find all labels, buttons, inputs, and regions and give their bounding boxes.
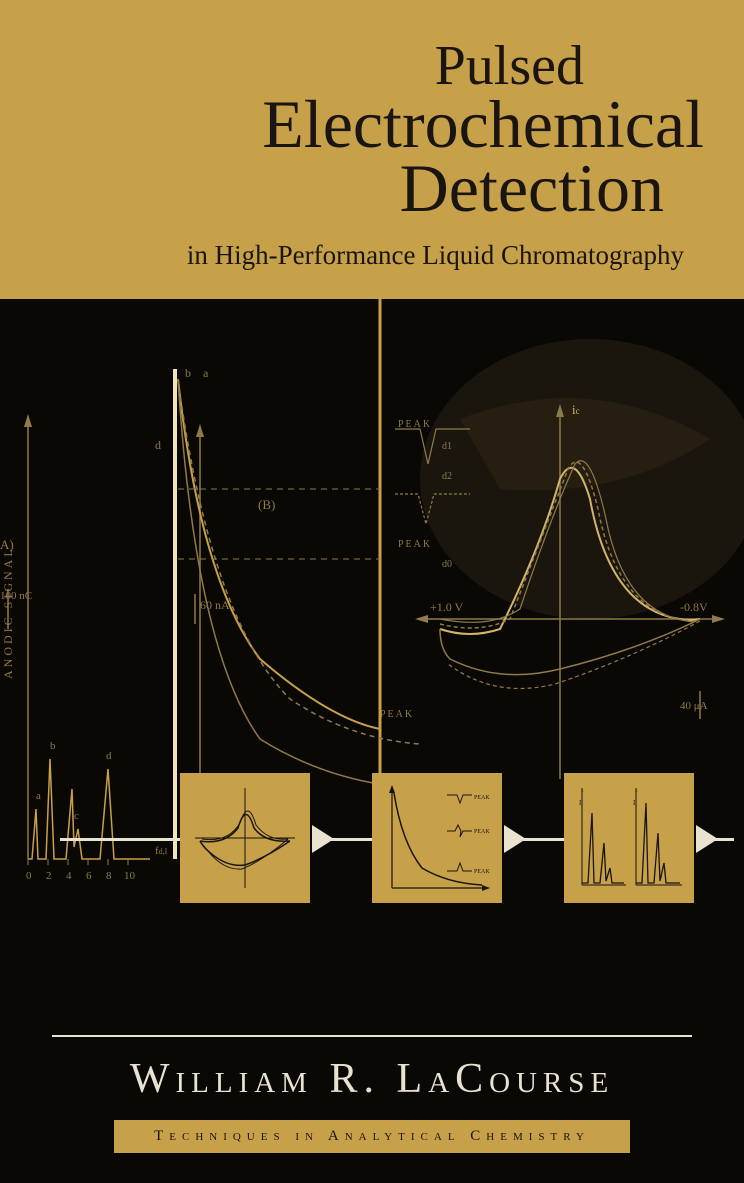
- svg-text:+1.0 V: +1.0 V: [430, 600, 464, 614]
- rule-line: [52, 1035, 692, 1037]
- svg-text:(B): (B): [258, 497, 275, 512]
- svg-text:PEAK: PEAK: [474, 869, 490, 875]
- svg-text:A): A): [0, 537, 14, 552]
- thumb-cv: [180, 773, 310, 903]
- flow-line: [504, 838, 564, 841]
- series-label: Techniques in Analytical Chemistry: [114, 1120, 630, 1153]
- svg-text:↑: ↑: [634, 787, 639, 797]
- thumb-chromatogram: ↑ I ↑ I: [564, 773, 694, 903]
- svg-text:40 μA: 40 μA: [680, 700, 708, 712]
- subtitle: in High-Performance Liquid Chromatograph…: [40, 240, 704, 271]
- author-block: William R. LaCourse: [0, 1035, 744, 1103]
- series-block: Techniques in Analytical Chemistry: [0, 1120, 744, 1153]
- svg-text:PEAK: PEAK: [398, 419, 432, 430]
- svg-text:a: a: [203, 366, 209, 380]
- title-word-2: Electrochemical: [40, 90, 704, 158]
- svg-text:b: b: [185, 366, 191, 380]
- flow-line: [696, 838, 734, 841]
- svg-text:-0.8V: -0.8V: [680, 600, 708, 614]
- svg-text:PEAK: PEAK: [398, 539, 432, 550]
- svg-text:60 nA: 60 nA: [200, 598, 230, 612]
- svg-text:b: b: [50, 740, 56, 752]
- title-word-3: Detection: [40, 154, 704, 222]
- svg-text:d2: d2: [442, 471, 452, 482]
- svg-text:PEAK: PEAK: [474, 795, 490, 801]
- flow-line: [312, 838, 372, 841]
- book-cover: Pulsed Electrochemical Detection in High…: [0, 0, 744, 1183]
- author-name: William R. LaCourse: [0, 1055, 744, 1103]
- thumbnail-flow: PEAK PEAK PEAK ↑ I ↑ I: [0, 773, 744, 923]
- svg-text:d0: d0: [442, 559, 452, 570]
- svg-text:d1: d1: [442, 441, 452, 452]
- svg-text:d: d: [106, 750, 112, 762]
- svg-text:PEAK: PEAK: [380, 709, 414, 720]
- title-block: Pulsed Electrochemical Detection in High…: [0, 0, 744, 299]
- thumb-waveform: PEAK PEAK PEAK: [372, 773, 502, 903]
- flow-line: [60, 838, 180, 841]
- svg-text:↑: ↑: [580, 787, 585, 797]
- svg-text:100 nC: 100 nC: [0, 590, 32, 602]
- svg-text:PEAK: PEAK: [474, 829, 490, 835]
- svg-text:d: d: [155, 438, 161, 452]
